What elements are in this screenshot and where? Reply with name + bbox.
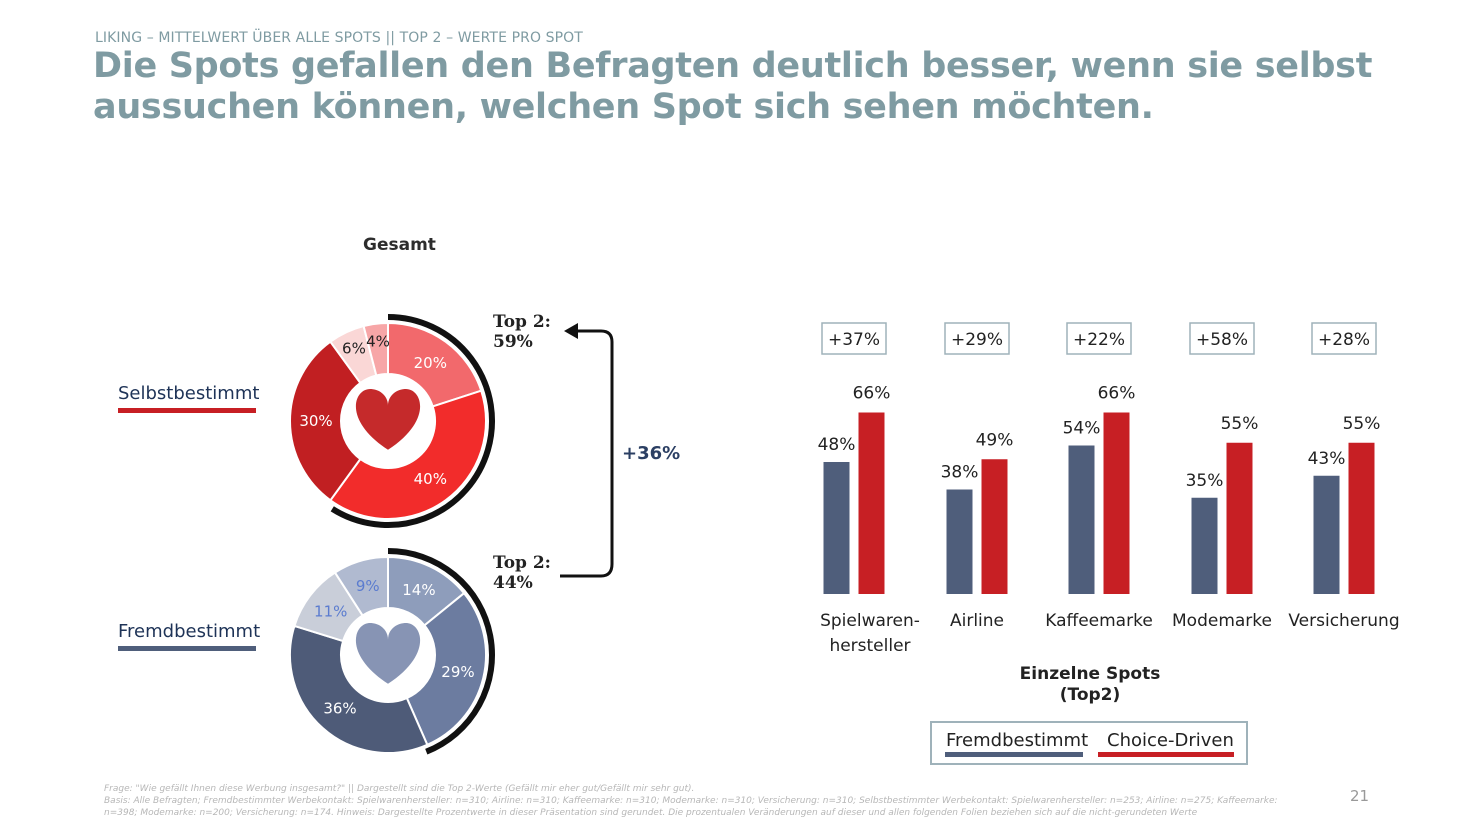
donut-selbst: 20% 40% 30% 6% 4%: [289, 314, 495, 528]
footnote-basis-2: n=398; Modemarke: n=200; Versicherung: n…: [104, 808, 1198, 818]
bar-choice-label-1: 66%: [853, 384, 891, 404]
category-label-4-1: Modemarke: [1172, 611, 1272, 631]
bar-chart-title-line-1: Einzelne Spots: [1019, 664, 1161, 684]
fremd-label: Fremdbestimmt: [118, 621, 261, 642]
overview-title: Gesamt: [363, 235, 436, 255]
fremd-slice-label-4: 11%: [314, 602, 347, 620]
bar-choice-4: [1226, 442, 1253, 594]
fremd-slice-label-1: 14%: [402, 581, 435, 599]
selbst-slice-label-5: 4%: [366, 333, 390, 351]
bar-fremd-2: [946, 489, 973, 594]
bar-choice-label-2: 49%: [976, 430, 1014, 450]
bar-fremd-label-1: 48%: [818, 435, 856, 455]
bar-choice-label-3: 66%: [1098, 384, 1136, 404]
bar-choice-label-4: 55%: [1221, 414, 1259, 434]
fremd-slice-5: [333, 555, 389, 617]
selbst-slice-label-3: 30%: [299, 412, 332, 430]
bar-chart: 48% 66% +37% Spielwaren-hersteller 38% 49% +29…: [818, 322, 1400, 656]
selbst-slice-label-4: 6%: [342, 340, 366, 358]
bar-choice-5: [1348, 442, 1375, 594]
category-label-2-1: Airline: [950, 611, 1004, 631]
category-label-1-1: Spielwaren-: [820, 611, 920, 631]
bar-fremd-label-5: 43%: [1308, 449, 1346, 469]
bar-fremd-3: [1068, 445, 1095, 594]
selbst-label: Selbstbestimmt: [118, 383, 260, 404]
bar-fremd-4: [1191, 497, 1218, 594]
top2-fremd-line-1: Top 2:: [493, 553, 551, 573]
category-label-3-1: Kaffeemarke: [1045, 611, 1153, 631]
top2-selbst-line-2: 59%: [493, 332, 533, 352]
page-title-line-2: aussuchen können, welchen Spot sich sehe…: [93, 87, 1154, 127]
heart-icon: [355, 388, 421, 450]
footnote-frage: Frage: "Wie gefällt Ihnen diese Werbung …: [104, 784, 695, 794]
delta-box-4: [1189, 322, 1255, 355]
legend-choice-label: Choice-Driven: [1107, 730, 1234, 751]
selbst-slice-label-2: 40%: [414, 470, 447, 488]
legend-fremd-label: Fremdbestimmt: [946, 730, 1089, 751]
fremd-underline: [118, 646, 256, 651]
bar-choice-3: [1103, 412, 1130, 594]
delta-label-2: +29%: [951, 330, 1003, 350]
bar-fremd-label-3: 54%: [1063, 419, 1101, 439]
bar-fremd-label-4: 35%: [1186, 471, 1224, 491]
bar-fremd-label-2: 38%: [941, 463, 979, 483]
category-label-5-1: Versicherung: [1288, 611, 1399, 631]
bar-chart-title: Einzelne Spots (Top2): [990, 664, 1190, 706]
delta-label-4: +58%: [1196, 330, 1248, 350]
legend-fremd-swatch: [945, 752, 1083, 757]
delta-box-2: [944, 322, 1010, 355]
delta-box-5: [1311, 322, 1377, 355]
bar-choice-1: [858, 412, 885, 594]
legend-choice-swatch: [1098, 752, 1234, 757]
top2-selbst: Top 2: 59%: [493, 312, 551, 352]
bar-chart-title-line-2: (Top2): [1059, 685, 1121, 705]
bar-fremd-5: [1313, 475, 1340, 594]
fremd-slice-label-2: 29%: [441, 663, 474, 681]
legend: [930, 721, 1248, 765]
delta-box-1: [821, 322, 887, 355]
bar-choice-2: [981, 459, 1008, 594]
fremd-slice-label-3: 36%: [323, 700, 356, 718]
top2-selbst-line-1: Top 2:: [493, 312, 551, 332]
kicker: LIKING – MITTELWERT ÜBER ALLE SPOTS || T…: [95, 30, 583, 46]
footnote: Frage: "Wie gefällt Ihnen diese Werbung …: [104, 783, 1364, 819]
delta-label-5: +28%: [1318, 330, 1370, 350]
delta-label-1: +37%: [828, 330, 880, 350]
bracket-line: [560, 329, 614, 578]
bar-choice-label-5: 55%: [1343, 414, 1381, 434]
footnote-basis: Basis: Alle Befragten; Fremdbestimmter W…: [104, 796, 1278, 806]
fremd-top2-arc: [387, 548, 495, 755]
bar-fremd-1: [823, 462, 850, 594]
selbst-slice-label-1: 20%: [414, 354, 447, 372]
page-title-line-1: Die Spots gefallen den Befragten deutlic…: [93, 46, 1373, 86]
fremd-slice-label-5: 9%: [356, 577, 380, 595]
delta-overall: +36%: [622, 443, 681, 464]
selbst-top2-arc: [330, 314, 495, 528]
delta-label-3: +22%: [1073, 330, 1125, 350]
top2-fremd-line-2: 44%: [493, 573, 533, 593]
heart-icon: [355, 622, 421, 684]
delta-box-3: [1066, 322, 1132, 355]
bracket-arrowhead: [564, 323, 578, 339]
donut-fremd: 14% 29% 36% 11% 9%: [289, 548, 495, 755]
page-title: Die Spots gefallen den Befragten deutlic…: [93, 46, 1393, 128]
page-number: 21: [1350, 787, 1370, 805]
category-label-1-2: hersteller: [829, 636, 910, 656]
selbst-underline: [118, 408, 256, 413]
top2-fremd: Top 2: 44%: [493, 553, 551, 593]
